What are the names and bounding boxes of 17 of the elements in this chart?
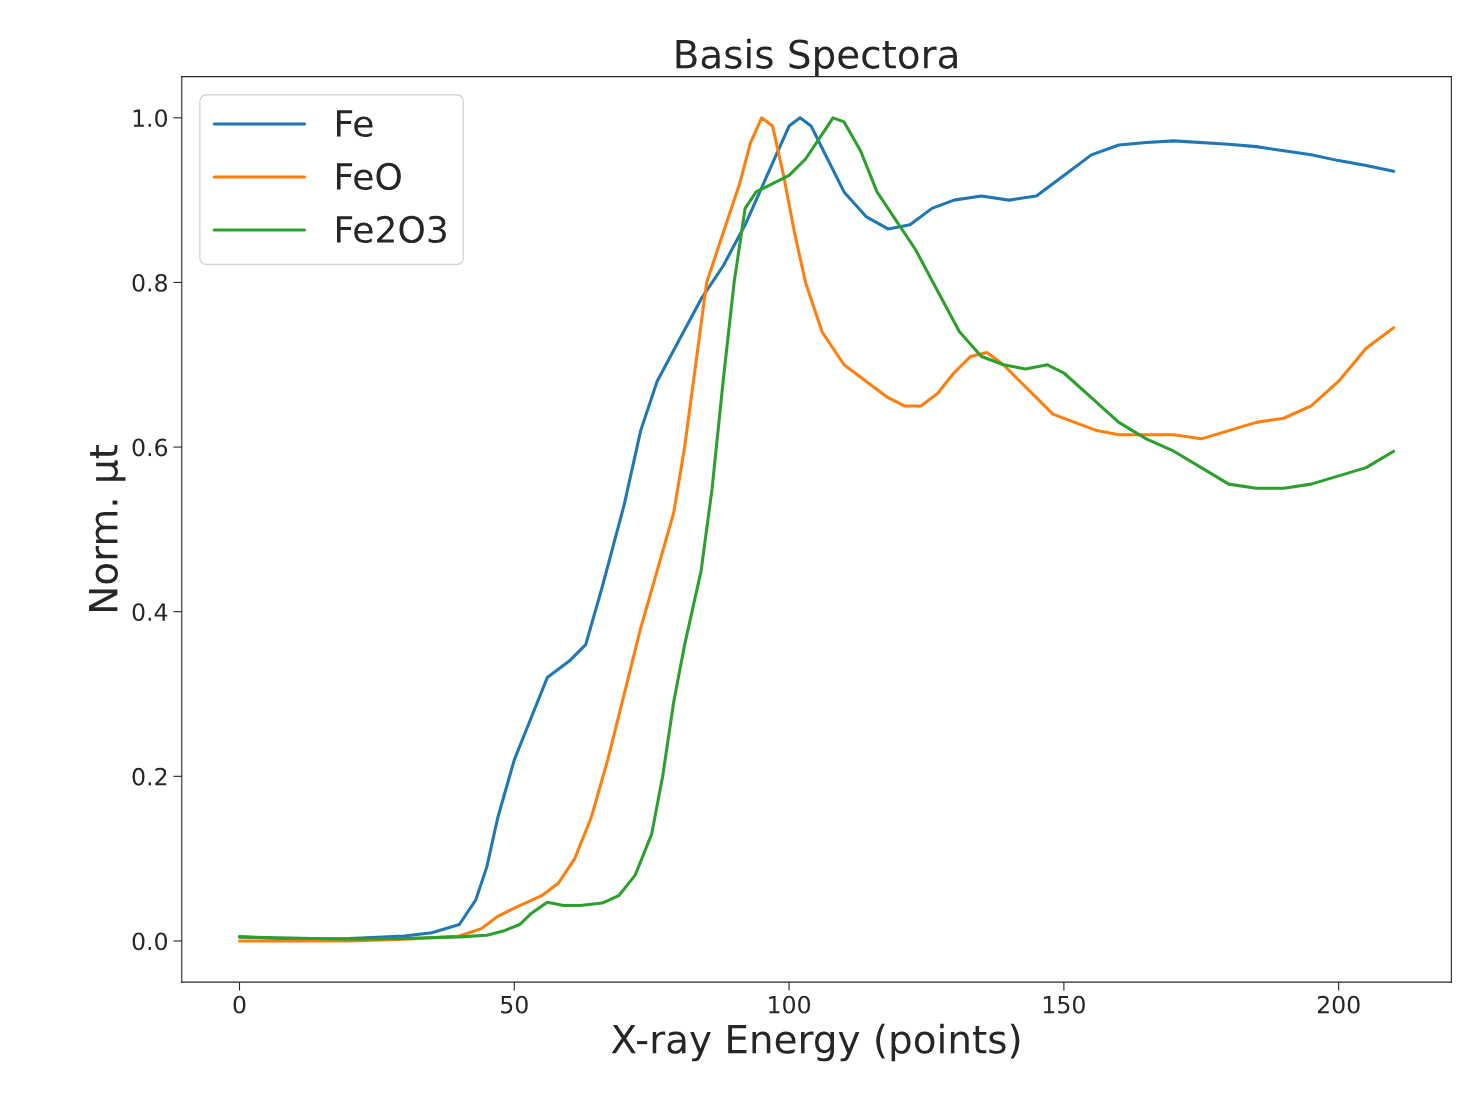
y-tick-label: 1.0 <box>133 109 168 128</box>
legend-label: FeO <box>336 162 401 191</box>
x-axis-title: X-ray Energy (points) <box>611 1023 1020 1062</box>
y-tick-label: 0.0 <box>132 932 168 951</box>
y-axis-title: Norm. μt <box>89 444 126 611</box>
y-tick-label: 0.6 <box>132 438 168 457</box>
legend-label: Fe2O3 <box>336 215 446 244</box>
y-tick-label: 0.4 <box>132 603 168 622</box>
x-tick-label: 100 <box>769 995 811 1014</box>
legend-label: Fe <box>336 110 373 138</box>
x-tick-label: 50 <box>501 995 528 1014</box>
x-tick-label: 0 <box>233 995 246 1014</box>
chart-title: Basis Spectora <box>676 38 957 77</box>
y-tick-label: 0.2 <box>132 767 167 786</box>
y-tick-label: 0.8 <box>132 273 167 292</box>
x-tick-label: 150 <box>1043 995 1085 1014</box>
x-tick-label: 200 <box>1317 995 1360 1014</box>
